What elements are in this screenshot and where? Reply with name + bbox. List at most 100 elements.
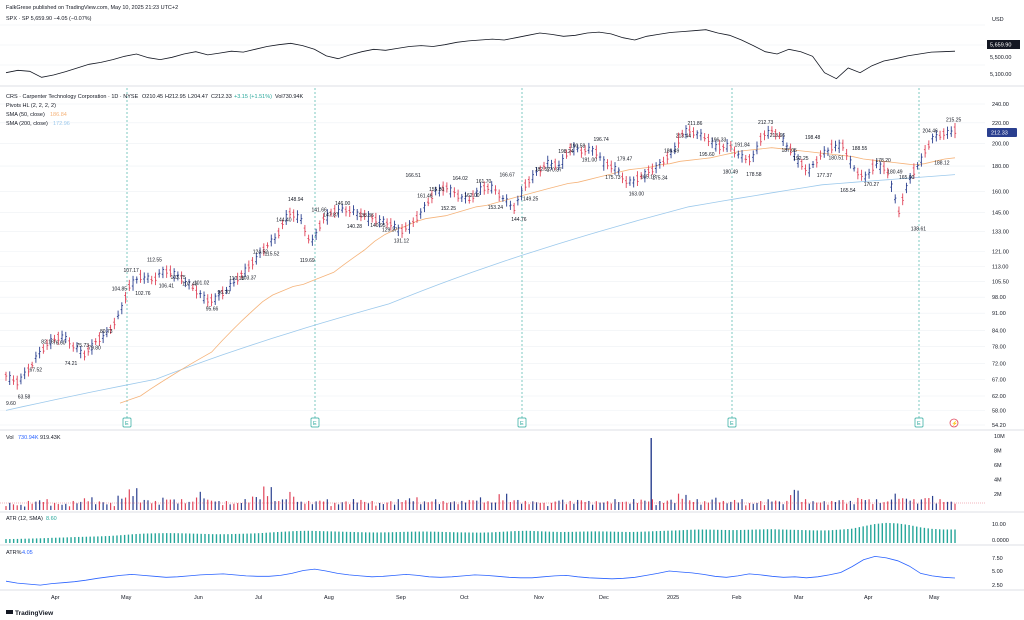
volume-bar xyxy=(954,503,956,510)
volume-bar xyxy=(905,498,908,510)
volume-bar xyxy=(864,500,866,510)
volume-bar xyxy=(700,504,702,510)
volume-bar xyxy=(12,504,15,510)
atr-bar xyxy=(506,531,508,543)
atr-bar xyxy=(636,531,639,543)
price-tick-label: 91.00 xyxy=(992,311,1006,317)
atr-bar xyxy=(728,530,730,543)
atr-bar xyxy=(89,536,91,543)
pivot-label: 115.52 xyxy=(265,252,280,258)
volume-bar xyxy=(110,502,112,510)
volume-bar xyxy=(35,501,37,510)
atr-bar xyxy=(686,529,688,543)
price-tick-label: 133.00 xyxy=(992,229,1009,235)
atr-bar xyxy=(720,529,723,543)
volume-bar xyxy=(423,501,426,510)
atr-bar xyxy=(414,531,417,543)
pivot-label: 165.13 xyxy=(641,175,657,181)
volume-bar xyxy=(950,501,952,510)
volume-bar xyxy=(924,498,926,510)
atr-bar xyxy=(437,531,440,543)
pivot-label: 147.87 xyxy=(323,212,339,218)
atr-bar xyxy=(537,531,539,543)
volume-bar xyxy=(520,503,523,510)
atr-bar xyxy=(20,538,23,543)
indicator-sma200: SMA (200, close) xyxy=(6,121,48,127)
atr-bar xyxy=(342,531,344,543)
earnings-marker-label: E xyxy=(917,421,921,427)
pivot-label: 140.95 xyxy=(370,223,386,229)
atr-bar xyxy=(100,536,103,543)
volume-bar xyxy=(801,501,803,510)
volume-bar xyxy=(834,502,837,510)
volume-bar xyxy=(629,503,631,510)
atr-bar xyxy=(219,534,221,543)
atr-bar xyxy=(629,531,631,543)
pivot-label: 106.41 xyxy=(159,283,175,289)
indicator-sma200-value: 172.96 xyxy=(53,121,70,127)
atr-bar xyxy=(116,535,118,543)
volume-bar xyxy=(270,487,272,510)
volume-bar xyxy=(920,499,922,510)
pivot-label: 213.66 xyxy=(770,133,786,139)
volume-bar xyxy=(296,501,299,510)
candlestick-series xyxy=(4,123,957,390)
volume-bar xyxy=(214,501,216,510)
volume-bar xyxy=(401,502,403,510)
atr-bar xyxy=(931,528,933,543)
pivot-label: 188.12 xyxy=(934,161,950,167)
tradingview-logo-icon xyxy=(6,610,13,614)
volume-bar xyxy=(532,501,534,510)
vol-value2: 919.43K xyxy=(40,435,61,441)
volume-bar xyxy=(319,500,321,510)
volume-bar xyxy=(121,498,123,510)
volume-tick-label: 6M xyxy=(994,463,1002,469)
volume-bar xyxy=(782,504,784,510)
volume-bar xyxy=(618,502,620,510)
volume-bar xyxy=(337,504,340,510)
volume-bar xyxy=(169,499,171,510)
atr-bar xyxy=(353,532,355,543)
atr-bar xyxy=(560,531,562,543)
atr-bar xyxy=(870,524,872,543)
atr-bar xyxy=(365,532,367,543)
atr-bar xyxy=(5,539,7,543)
atr-bar xyxy=(487,532,489,543)
volume-bar xyxy=(356,502,358,510)
atr-bar xyxy=(307,530,310,543)
atr-bar xyxy=(831,530,834,543)
atr-bar xyxy=(135,534,137,543)
atr-bar xyxy=(736,530,738,543)
volume-bar xyxy=(42,502,44,510)
pivot-label: 195.60 xyxy=(699,152,715,158)
atr-bar xyxy=(192,533,195,543)
volume-bar xyxy=(457,504,459,510)
atr-bar xyxy=(273,532,275,543)
time-axis-label: Jun xyxy=(194,595,203,601)
volume-bar xyxy=(106,504,108,510)
atr-bar xyxy=(697,529,700,543)
atr-bar xyxy=(456,532,459,543)
pivot-label: 101.02 xyxy=(194,281,210,287)
pivot-label: 148.94 xyxy=(288,197,304,203)
publisher-text: FalkGrese published on TradingView.com, … xyxy=(6,5,178,11)
time-axis: Apr May Jun Jul Aug Sep Oct Nov Dec 2025 Feb Mar Apr… xyxy=(51,595,940,601)
event-icon[interactable] xyxy=(949,418,959,428)
atr-bar xyxy=(617,531,619,543)
volume-bar xyxy=(722,500,724,510)
atrpct-panel: ATR% 4.05 7.50 5.00 2.50 xyxy=(5,550,1003,589)
atrpct-line xyxy=(5,555,956,586)
atr-bar xyxy=(276,532,279,543)
atr-bar xyxy=(108,535,111,543)
volume-bar xyxy=(203,498,205,510)
atr-bar xyxy=(464,532,466,543)
atr-bar xyxy=(296,531,298,543)
volume-bar xyxy=(229,504,231,510)
atr-bar xyxy=(533,531,535,543)
volume-bar xyxy=(233,503,235,510)
atr-bar xyxy=(299,530,302,543)
time-axis-label: Nov xyxy=(534,595,544,601)
atr-bar xyxy=(368,532,371,543)
volume-bar xyxy=(550,502,553,510)
atr-bar xyxy=(663,530,665,543)
